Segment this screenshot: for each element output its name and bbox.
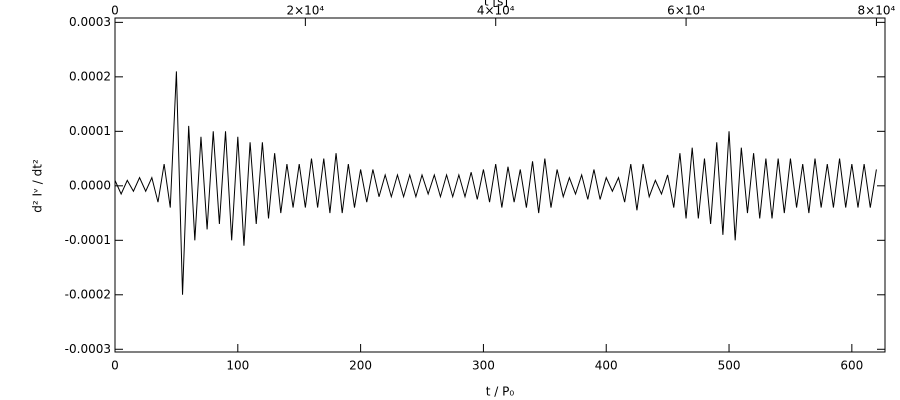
x-tick-label: 0	[111, 359, 119, 373]
top-tick-label: 8×10⁴	[858, 4, 896, 18]
y-tick-label: 0.0003	[69, 15, 111, 29]
signal-line	[114, 71, 877, 295]
top-tick-label: 4×10⁴	[477, 4, 515, 18]
top-tick-label: 0	[111, 4, 119, 18]
x-tick-label: 200	[349, 359, 372, 373]
y-axis-label: d² Iᵛ / dt²	[31, 159, 45, 213]
top-axis-label: t [s]	[484, 0, 508, 9]
x-tick-label: 500	[718, 359, 741, 373]
plot-frame	[114, 17, 886, 353]
y-tick-label: -0.0003	[65, 342, 111, 356]
x-axis-label: t / P₀	[486, 385, 515, 399]
x-tick-label: 100	[226, 359, 249, 373]
y-tick-label: 0.0002	[69, 69, 111, 83]
y-tick-label: -0.0002	[65, 287, 111, 301]
y-tick-label: 0.0001	[69, 124, 111, 138]
x-tick-label: 600	[840, 359, 863, 373]
top-tick-label: 6×10⁴	[667, 4, 705, 18]
y-tick-label: 0.0000	[69, 178, 111, 192]
top-tick-label: 2×10⁴	[286, 4, 324, 18]
x-tick-label: 400	[595, 359, 618, 373]
y-tick-label: -0.0001	[65, 233, 111, 247]
x-tick-label: 300	[472, 359, 495, 373]
